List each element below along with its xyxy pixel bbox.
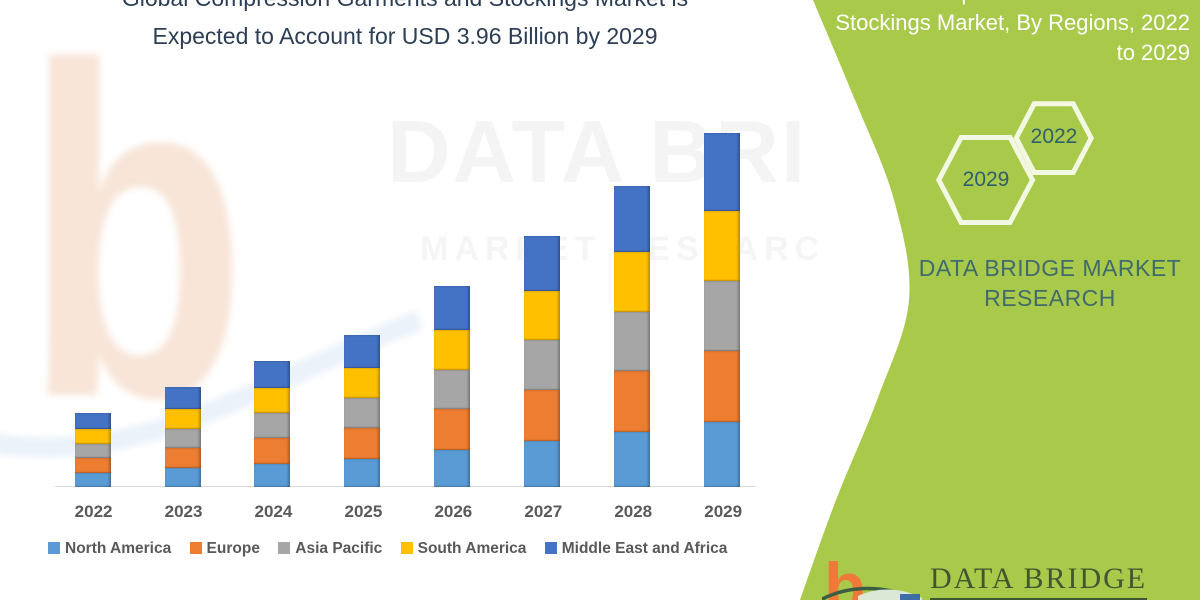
svg-text:b: b	[824, 552, 866, 600]
